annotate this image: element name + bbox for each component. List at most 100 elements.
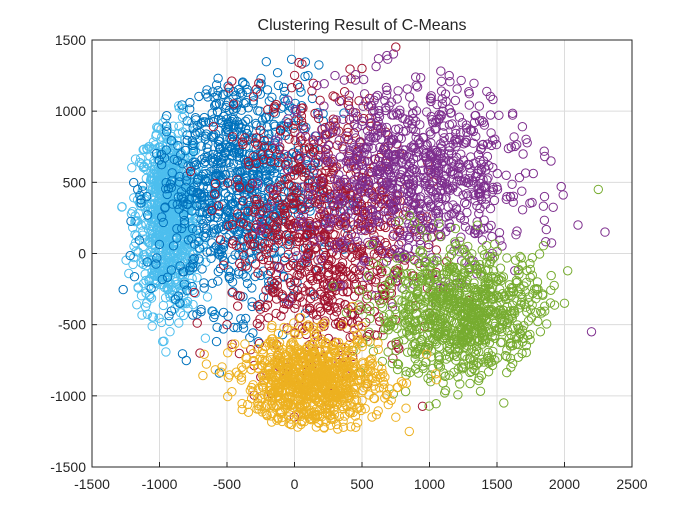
data-point <box>330 70 340 81</box>
data-point <box>209 164 219 175</box>
data-point <box>173 291 184 301</box>
data-point <box>477 235 488 245</box>
data-point <box>183 161 193 171</box>
data-point <box>431 375 442 385</box>
data-point <box>208 87 218 97</box>
data-point <box>444 70 454 81</box>
data-point <box>266 166 276 176</box>
data-point <box>207 306 217 316</box>
data-point <box>486 128 496 138</box>
data-point <box>303 70 313 81</box>
data-point <box>453 390 463 400</box>
data-point <box>213 223 224 234</box>
data-point <box>270 109 280 119</box>
data-point <box>221 100 231 111</box>
data-point <box>238 319 248 329</box>
data-point <box>251 118 261 129</box>
data-point <box>211 188 221 198</box>
data-point <box>546 238 557 248</box>
data-point <box>200 333 211 343</box>
scatter-points <box>117 42 610 437</box>
data-point <box>546 156 556 166</box>
data-point <box>253 337 263 347</box>
data-point <box>456 75 466 86</box>
data-point <box>216 244 226 255</box>
data-point <box>213 163 223 174</box>
data-point <box>212 192 223 202</box>
data-point <box>165 327 175 337</box>
data-point <box>248 98 258 108</box>
data-point <box>181 176 192 186</box>
data-point <box>272 68 283 78</box>
data-point <box>359 74 369 85</box>
data-point <box>332 140 342 150</box>
data-point <box>252 155 262 165</box>
data-point <box>118 284 128 295</box>
data-point <box>208 149 218 160</box>
data-point <box>197 200 207 210</box>
data-point <box>156 317 167 328</box>
data-point <box>199 188 209 198</box>
data-point <box>222 142 232 153</box>
data-point <box>143 206 153 216</box>
data-point <box>600 227 610 237</box>
data-point <box>196 214 206 225</box>
data-point <box>509 132 519 142</box>
data-point <box>162 238 172 248</box>
data-point <box>192 127 202 137</box>
data-point <box>195 189 205 199</box>
data-point <box>132 300 142 310</box>
data-point <box>436 66 446 76</box>
data-point <box>117 202 127 212</box>
data-point <box>460 197 470 208</box>
data-point <box>127 206 138 217</box>
data-point <box>178 159 188 169</box>
data-point <box>199 283 209 293</box>
data-point <box>203 139 213 149</box>
data-point <box>174 103 185 113</box>
data-point <box>238 247 248 258</box>
data-point <box>256 73 266 84</box>
data-point <box>194 254 204 264</box>
data-point <box>387 358 397 369</box>
data-point <box>181 355 192 366</box>
data-point <box>141 220 151 230</box>
data-point <box>431 245 441 255</box>
data-point <box>136 153 146 164</box>
data-point <box>224 273 235 284</box>
series-1 <box>117 101 225 357</box>
data-point <box>188 259 198 269</box>
data-point <box>256 270 266 281</box>
data-point <box>166 306 177 316</box>
data-point <box>182 130 192 140</box>
data-point <box>213 139 224 150</box>
data-point <box>147 162 157 172</box>
data-point <box>234 348 245 359</box>
data-point <box>154 239 165 250</box>
data-point <box>141 173 152 184</box>
data-point <box>168 206 178 216</box>
data-point <box>206 131 217 142</box>
data-point <box>172 156 183 166</box>
data-point <box>203 92 213 102</box>
data-point <box>225 168 235 178</box>
data-point <box>170 266 180 276</box>
data-point <box>475 386 486 396</box>
data-point <box>258 292 269 302</box>
data-point <box>474 101 484 111</box>
data-point <box>162 189 172 200</box>
data-point <box>132 216 143 226</box>
data-point <box>271 308 281 319</box>
data-point <box>343 127 353 138</box>
data-point <box>192 215 202 226</box>
data-point <box>201 129 212 139</box>
data-point <box>242 278 253 289</box>
data-point <box>144 281 154 291</box>
data-point <box>485 203 496 214</box>
data-point <box>187 148 197 158</box>
data-point <box>188 285 198 295</box>
data-point <box>383 347 393 357</box>
data-point <box>280 252 290 263</box>
data-point <box>314 60 324 70</box>
